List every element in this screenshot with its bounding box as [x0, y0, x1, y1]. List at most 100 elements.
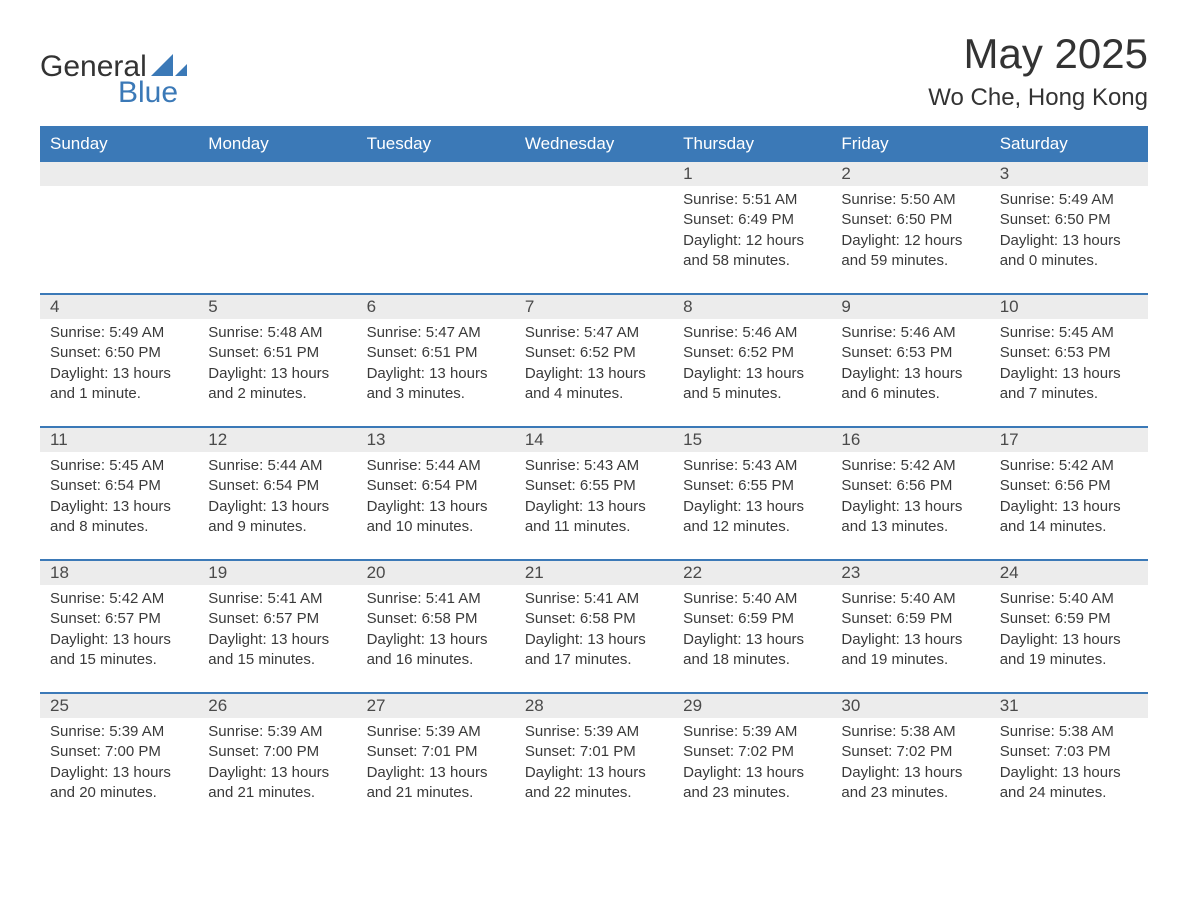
day-number: 30 [841, 696, 860, 715]
day-number: 13 [367, 430, 386, 449]
day-number-bar: 27 [357, 694, 515, 718]
sunrise-line: Sunrise: 5:44 AM [208, 456, 346, 476]
sunset-line: Sunset: 6:59 PM [1000, 609, 1138, 629]
day-body: Sunrise: 5:39 AMSunset: 7:00 PMDaylight:… [40, 718, 198, 803]
location-label: Wo Che, Hong Kong [928, 84, 1148, 112]
day-number: 31 [1000, 696, 1019, 715]
sunset-line: Sunset: 6:56 PM [1000, 476, 1138, 496]
day-cell-6: 6Sunrise: 5:47 AMSunset: 6:51 PMDaylight… [357, 295, 515, 426]
sunset-line: Sunset: 6:49 PM [683, 210, 821, 230]
day-number-bar: . [198, 162, 356, 186]
sunset-line: Sunset: 6:52 PM [683, 343, 821, 363]
day-number: 12 [208, 430, 227, 449]
sunset-line: Sunset: 7:03 PM [1000, 742, 1138, 762]
daylight-line: Daylight: 13 hours and 19 minutes. [1000, 630, 1138, 671]
day-body: Sunrise: 5:47 AMSunset: 6:52 PMDaylight:… [515, 319, 673, 404]
page-title: May 2025 [928, 30, 1148, 78]
daylight-line: Daylight: 13 hours and 24 minutes. [1000, 763, 1138, 804]
day-number-bar: . [515, 162, 673, 186]
day-number-bar: 6 [357, 295, 515, 319]
daylight-line: Daylight: 13 hours and 3 minutes. [367, 364, 505, 405]
day-cell-1: 1Sunrise: 5:51 AMSunset: 6:49 PMDaylight… [673, 162, 831, 293]
calendar: SundayMondayTuesdayWednesdayThursdayFrid… [40, 126, 1148, 825]
day-body: Sunrise: 5:39 AMSunset: 7:02 PMDaylight:… [673, 718, 831, 803]
sunset-line: Sunset: 6:56 PM [841, 476, 979, 496]
day-body: Sunrise: 5:46 AMSunset: 6:52 PMDaylight:… [673, 319, 831, 404]
dow-saturday: Saturday [990, 128, 1148, 162]
sunset-line: Sunset: 7:00 PM [50, 742, 188, 762]
sunrise-line: Sunrise: 5:49 AM [1000, 190, 1138, 210]
day-number: 28 [525, 696, 544, 715]
week-row: 25Sunrise: 5:39 AMSunset: 7:00 PMDayligh… [40, 692, 1148, 825]
day-body: Sunrise: 5:39 AMSunset: 7:01 PMDaylight:… [357, 718, 515, 803]
day-number: 29 [683, 696, 702, 715]
title-block: May 2025 Wo Che, Hong Kong [928, 30, 1148, 112]
day-cell-26: 26Sunrise: 5:39 AMSunset: 7:00 PMDayligh… [198, 694, 356, 825]
daylight-line: Daylight: 12 hours and 59 minutes. [841, 231, 979, 272]
daylight-line: Daylight: 13 hours and 19 minutes. [841, 630, 979, 671]
day-number: 18 [50, 563, 69, 582]
day-body: Sunrise: 5:41 AMSunset: 6:58 PMDaylight:… [357, 585, 515, 670]
day-number: 9 [841, 297, 850, 316]
day-number: 21 [525, 563, 544, 582]
sunset-line: Sunset: 6:51 PM [208, 343, 346, 363]
day-cell-5: 5 Sunrise: 5:48 AMSunset: 6:51 PMDaylight… [198, 295, 356, 426]
daylight-line: Daylight: 13 hours and 14 minutes. [1000, 497, 1138, 538]
sunset-line: Sunset: 6:52 PM [525, 343, 663, 363]
day-number-bar: 20 [357, 561, 515, 585]
sunset-line: Sunset: 6:54 PM [367, 476, 505, 496]
week-row: 11Sunrise: 5:45 AMSunset: 6:54 PMDayligh… [40, 426, 1148, 559]
daylight-line: Daylight: 13 hours and 4 minutes. [525, 364, 663, 405]
day-cell-21: 21Sunrise: 5:41 AMSunset: 6:58 PMDayligh… [515, 561, 673, 692]
day-number-bar: 1 [673, 162, 831, 186]
day-number-bar: 22 [673, 561, 831, 585]
sunrise-line: Sunrise: 5:42 AM [841, 456, 979, 476]
day-body: Sunrise: 5:48 AMSunset: 6:51 PMDaylight:… [198, 319, 356, 404]
daylight-line: Daylight: 13 hours and 15 minutes. [50, 630, 188, 671]
daylight-line: Daylight: 13 hours and 7 minutes. [1000, 364, 1138, 405]
day-body: Sunrise: 5:38 AMSunset: 7:02 PMDaylight:… [831, 718, 989, 803]
day-body: Sunrise: 5:42 AMSunset: 6:57 PMDaylight:… [40, 585, 198, 670]
daylight-line: Daylight: 13 hours and 15 minutes. [208, 630, 346, 671]
day-cell-18: 18 Sunrise: 5:42 AMSunset: 6:57 PMDayligh… [40, 561, 198, 692]
sunrise-line: Sunrise: 5:47 AM [525, 323, 663, 343]
day-body: Sunrise: 5:44 AMSunset: 6:54 PMDaylight:… [198, 452, 356, 537]
day-number: 15 [683, 430, 702, 449]
day-body: Sunrise: 5:44 AMSunset: 6:54 PMDaylight:… [357, 452, 515, 537]
day-body: Sunrise: 5:47 AMSunset: 6:51 PMDaylight:… [357, 319, 515, 404]
day-number: 27 [367, 696, 386, 715]
day-cell-7: 7Sunrise: 5:47 AMSunset: 6:52 PMDaylight… [515, 295, 673, 426]
day-cell-10: 10Sunrise: 5:45 AMSunset: 6:53 PMDayligh… [990, 295, 1148, 426]
sunrise-line: Sunrise: 5:51 AM [683, 190, 821, 210]
day-cell-13: 13 Sunrise: 5:44 AMSunset: 6:54 PMDayligh… [357, 428, 515, 559]
sunset-line: Sunset: 6:50 PM [841, 210, 979, 230]
day-number-bar: 18 [40, 561, 198, 585]
sunrise-line: Sunrise: 5:43 AM [683, 456, 821, 476]
sunset-line: Sunset: 7:02 PM [841, 742, 979, 762]
sunrise-line: Sunrise: 5:42 AM [1000, 456, 1138, 476]
day-number: 3 [1000, 164, 1009, 183]
week-row: ....1Sunrise: 5:51 AMSunset: 6:49 PMDayl… [40, 162, 1148, 293]
day-cell-9: 9Sunrise: 5:46 AMSunset: 6:53 PMDaylight… [831, 295, 989, 426]
day-number: 5 [208, 297, 217, 316]
day-cell-31: 31Sunrise: 5:38 AMSunset: 7:03 PMDayligh… [990, 694, 1148, 825]
day-number: 16 [841, 430, 860, 449]
sunset-line: Sunset: 6:50 PM [1000, 210, 1138, 230]
day-body: Sunrise: 5:49 AMSunset: 6:50 PMDaylight:… [990, 186, 1148, 271]
day-number: 22 [683, 563, 702, 582]
sunrise-line: Sunrise: 5:46 AM [841, 323, 979, 343]
day-number: 14 [525, 430, 544, 449]
sunrise-line: Sunrise: 5:39 AM [683, 722, 821, 742]
dow-monday: Monday [198, 128, 356, 162]
day-cell-empty: . [198, 162, 356, 293]
day-number-bar: 2 [831, 162, 989, 186]
sunrise-line: Sunrise: 5:39 AM [208, 722, 346, 742]
day-cell-19: 19Sunrise: 5:41 AMSunset: 6:57 PMDayligh… [198, 561, 356, 692]
day-number-bar: . [40, 162, 198, 186]
daylight-line: Daylight: 13 hours and 23 minutes. [683, 763, 821, 804]
day-number-bar: 3 [990, 162, 1148, 186]
brand-word-2: Blue [118, 76, 187, 110]
sunset-line: Sunset: 6:57 PM [208, 609, 346, 629]
daylight-line: Daylight: 13 hours and 17 minutes. [525, 630, 663, 671]
daylight-line: Daylight: 13 hours and 8 minutes. [50, 497, 188, 538]
